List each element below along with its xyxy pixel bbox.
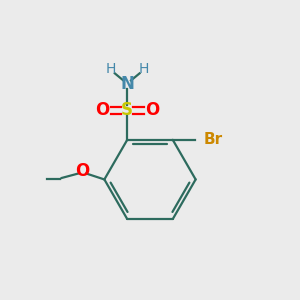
Text: H: H (106, 62, 116, 76)
Text: S: S (121, 101, 133, 119)
Text: N: N (120, 75, 134, 93)
Text: O: O (95, 101, 109, 119)
Text: O: O (75, 162, 89, 180)
Text: H: H (138, 62, 148, 76)
Text: O: O (146, 101, 160, 119)
Text: Br: Br (203, 132, 222, 147)
